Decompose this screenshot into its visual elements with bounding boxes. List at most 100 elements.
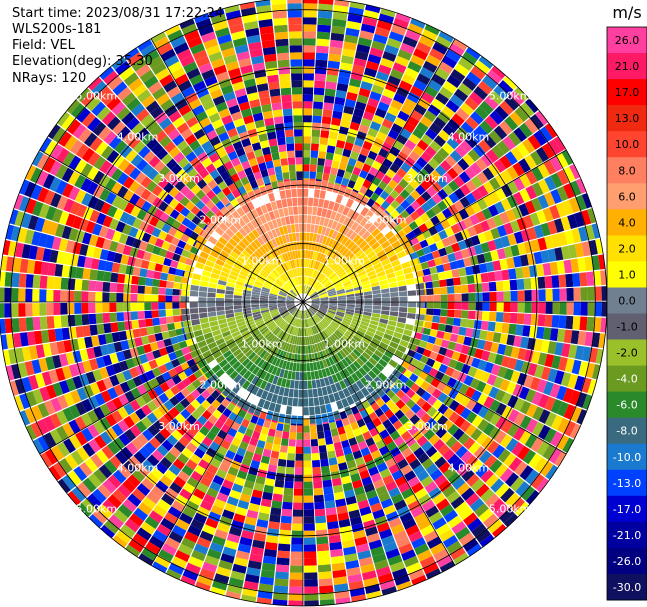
velocity-gate (269, 306, 278, 310)
velocity-gate (299, 285, 302, 294)
noise-gate (354, 50, 369, 61)
range-label: 1.00km (324, 255, 366, 268)
noise-gate (359, 469, 370, 480)
noise-gate (517, 302, 525, 313)
velocity-gate (235, 244, 245, 253)
colorbar-tick-label: -10.0 (613, 451, 641, 464)
noise-gate (354, 536, 368, 547)
noise-gate (464, 166, 477, 180)
velocity-gate (262, 351, 270, 361)
noise-gate (117, 198, 129, 211)
noise-gate (447, 118, 460, 132)
noise-gate (147, 424, 159, 437)
noise-gate (145, 100, 160, 114)
noise-gate (558, 274, 567, 288)
noise-gate (439, 529, 455, 542)
velocity-gate (314, 315, 321, 322)
noise-gate (145, 541, 161, 555)
noise-gate (331, 160, 340, 169)
noise-gate (28, 345, 39, 360)
noise-gate (488, 386, 500, 399)
noise-gate (556, 434, 570, 451)
velocity-gate (340, 337, 349, 345)
noise-gate (61, 167, 74, 183)
velocity-gate (234, 287, 243, 293)
velocity-gate (296, 336, 300, 345)
velocity-gate (271, 219, 279, 229)
velocity-gate (296, 277, 300, 286)
noise-gate (69, 201, 81, 215)
velocity-gate (339, 349, 347, 358)
noise-gate (173, 275, 182, 283)
noise-gate (261, 39, 276, 49)
noise-gate (525, 170, 538, 185)
noise-gate (303, 45, 316, 53)
velocity-gate (371, 228, 381, 238)
noise-gate (329, 541, 343, 551)
velocity-gate (411, 264, 421, 272)
velocity-gate (346, 299, 355, 302)
noise-gate (241, 457, 252, 467)
velocity-gate (256, 335, 264, 343)
noise-gate (39, 303, 47, 316)
velocity-gate (289, 251, 294, 260)
noise-gate (431, 410, 443, 422)
noise-gate (140, 188, 152, 201)
noise-gate (510, 244, 520, 257)
noise-gate (445, 436, 458, 449)
noise-gate (59, 458, 73, 474)
velocity-gate (237, 217, 246, 227)
velocity-gate (371, 313, 381, 318)
noise-gate (229, 23, 245, 34)
velocity-gate (259, 246, 267, 255)
noise-gate (408, 133, 421, 145)
noise-gate (485, 331, 495, 342)
velocity-gate (313, 281, 319, 289)
noise-gate (163, 123, 176, 136)
noise-gate (461, 51, 478, 66)
velocity-gate (353, 283, 362, 289)
noise-gate (243, 78, 256, 88)
noise-gate (556, 328, 566, 343)
noise-gate (255, 0, 271, 7)
noise-gate (442, 384, 453, 396)
velocity-gate (283, 262, 289, 271)
noise-gate (105, 364, 116, 377)
velocity-gate (335, 286, 344, 291)
noise-gate (454, 302, 462, 310)
velocity-gate (323, 280, 331, 287)
velocity-gate (381, 306, 390, 311)
velocity-gate (233, 221, 242, 231)
noise-gate (146, 472, 159, 486)
velocity-gate (394, 349, 404, 359)
noise-gate (321, 116, 332, 125)
noise-gate (254, 446, 264, 456)
noise-gate (202, 99, 215, 111)
noise-gate (467, 346, 477, 357)
velocity-gate (268, 275, 276, 282)
noise-gate (174, 349, 184, 358)
velocity-gate (286, 224, 292, 234)
velocity-gate (316, 312, 324, 318)
noise-gate (199, 568, 215, 580)
noise-gate (190, 399, 201, 410)
noise-gate (154, 263, 163, 272)
noise-gate (401, 447, 413, 459)
noise-gate (335, 597, 351, 605)
noise-gate (228, 183, 238, 193)
noise-gate (371, 84, 385, 95)
noise-gate (442, 419, 454, 432)
noise-gate (325, 507, 337, 516)
noise-gate (136, 384, 148, 396)
noise-gate (202, 561, 218, 573)
noise-gate (424, 321, 433, 329)
noise-gate (117, 406, 129, 419)
noise-gate (199, 425, 210, 437)
velocity-gate (181, 283, 191, 291)
velocity-gate (309, 307, 317, 314)
noise-gate (446, 278, 454, 287)
noise-gate (312, 115, 322, 124)
noise-gate (291, 530, 303, 538)
noise-gate (334, 583, 349, 592)
velocity-gate (221, 267, 231, 274)
